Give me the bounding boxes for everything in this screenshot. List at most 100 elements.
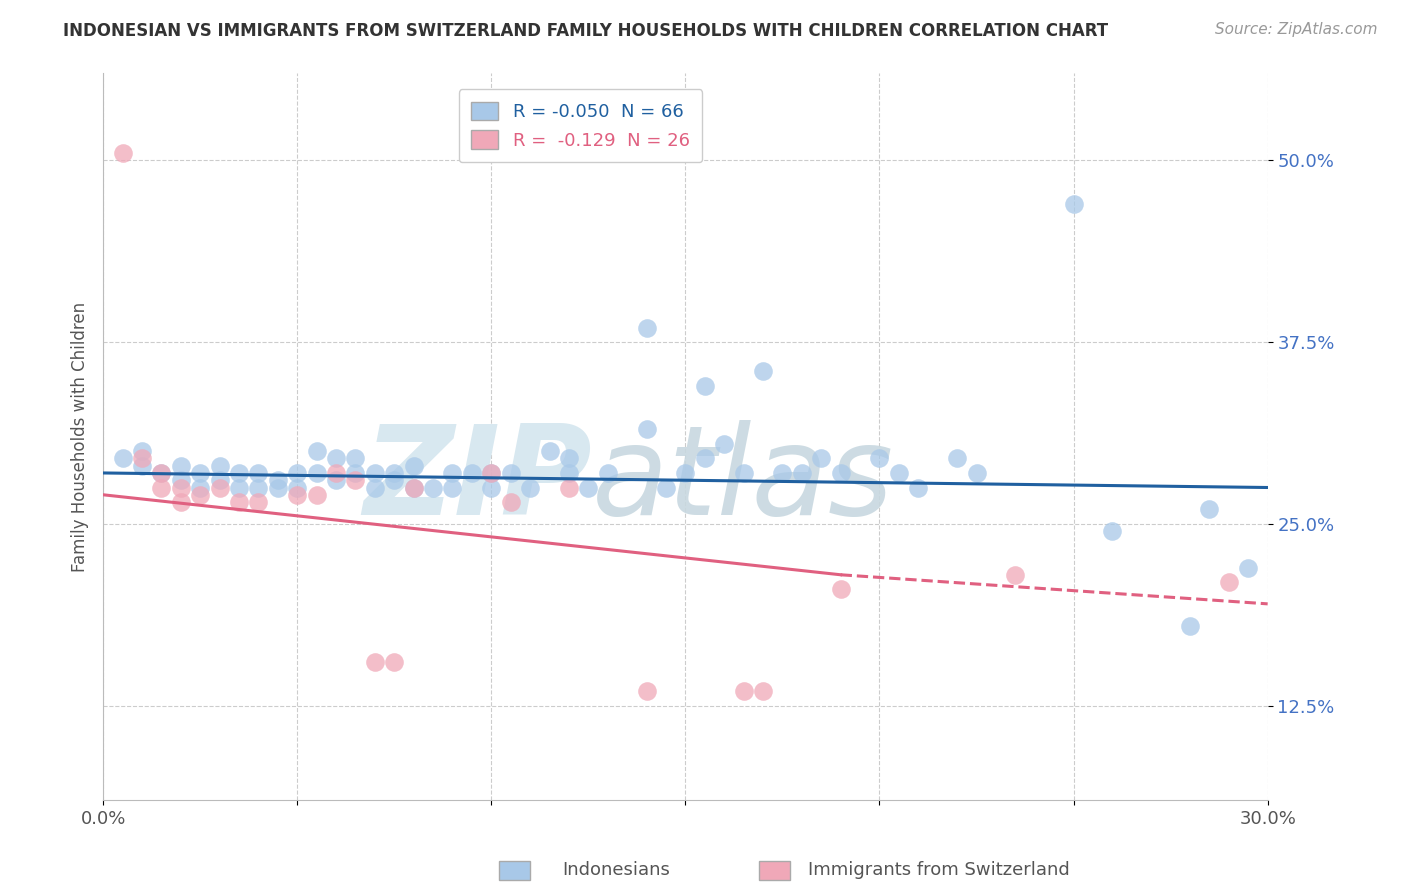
Point xyxy=(344,466,367,480)
Point xyxy=(170,481,193,495)
Point xyxy=(305,488,328,502)
Point xyxy=(869,451,891,466)
Text: atlas: atlas xyxy=(592,420,894,541)
Point xyxy=(247,466,270,480)
Point xyxy=(752,364,775,378)
Point xyxy=(946,451,969,466)
Point xyxy=(887,466,910,480)
Point xyxy=(830,466,852,480)
Point xyxy=(188,466,211,480)
Point xyxy=(538,444,561,458)
Point xyxy=(344,451,367,466)
Point xyxy=(228,495,250,509)
Y-axis label: Family Households with Children: Family Households with Children xyxy=(72,301,89,572)
Point xyxy=(1218,575,1240,590)
Point xyxy=(111,451,134,466)
Point xyxy=(285,488,308,502)
Point xyxy=(131,451,153,466)
Point xyxy=(519,481,541,495)
Point xyxy=(636,320,658,334)
Text: Indonesians: Indonesians xyxy=(562,861,671,879)
Point xyxy=(830,582,852,597)
Point xyxy=(441,466,464,480)
Point xyxy=(655,481,678,495)
Point xyxy=(267,473,290,487)
Point xyxy=(713,437,735,451)
Point xyxy=(382,473,405,487)
Point xyxy=(402,481,425,495)
Point xyxy=(285,466,308,480)
Point xyxy=(131,444,153,458)
Point xyxy=(810,451,832,466)
Point xyxy=(772,466,794,480)
Point xyxy=(907,481,929,495)
Point xyxy=(150,466,173,480)
Point xyxy=(636,422,658,436)
Point xyxy=(208,458,231,473)
Point xyxy=(1198,502,1220,516)
Point xyxy=(382,655,405,669)
Point xyxy=(422,481,444,495)
Point xyxy=(499,495,522,509)
Point xyxy=(1004,567,1026,582)
Point xyxy=(305,466,328,480)
Point xyxy=(325,451,347,466)
Point xyxy=(479,481,502,495)
Text: Immigrants from Switzerland: Immigrants from Switzerland xyxy=(808,861,1070,879)
Point xyxy=(382,466,405,480)
Point xyxy=(636,684,658,698)
Point xyxy=(790,466,813,480)
Point xyxy=(267,481,290,495)
Point xyxy=(596,466,619,480)
Point xyxy=(170,495,193,509)
Point xyxy=(364,655,387,669)
Point xyxy=(150,481,173,495)
Point xyxy=(208,481,231,495)
Legend: R = -0.050  N = 66, R =  -0.129  N = 26: R = -0.050 N = 66, R = -0.129 N = 26 xyxy=(458,89,703,162)
Point xyxy=(733,466,755,480)
Point xyxy=(305,444,328,458)
Point xyxy=(479,466,502,480)
Point xyxy=(558,451,581,466)
Point xyxy=(576,481,599,495)
Point xyxy=(131,458,153,473)
Point xyxy=(285,481,308,495)
Point xyxy=(402,458,425,473)
Point xyxy=(461,466,484,480)
Point xyxy=(325,473,347,487)
Point xyxy=(247,495,270,509)
Point xyxy=(558,481,581,495)
Point xyxy=(188,488,211,502)
Point xyxy=(364,466,387,480)
Point xyxy=(364,481,387,495)
Point xyxy=(344,473,367,487)
Point xyxy=(693,451,716,466)
Point xyxy=(1178,618,1201,632)
Point xyxy=(441,481,464,495)
Point xyxy=(558,466,581,480)
Text: ZIP: ZIP xyxy=(364,420,592,541)
Point xyxy=(499,466,522,480)
Point xyxy=(673,466,696,480)
Point xyxy=(693,378,716,392)
Point xyxy=(228,466,250,480)
Point xyxy=(966,466,988,480)
Point xyxy=(188,481,211,495)
Point xyxy=(752,684,775,698)
Point xyxy=(170,458,193,473)
Point xyxy=(325,466,347,480)
Point xyxy=(1237,560,1260,574)
Text: Source: ZipAtlas.com: Source: ZipAtlas.com xyxy=(1215,22,1378,37)
Point xyxy=(1101,524,1123,538)
Point xyxy=(228,481,250,495)
Point xyxy=(247,481,270,495)
Point xyxy=(402,481,425,495)
Text: INDONESIAN VS IMMIGRANTS FROM SWITZERLAND FAMILY HOUSEHOLDS WITH CHILDREN CORREL: INDONESIAN VS IMMIGRANTS FROM SWITZERLAN… xyxy=(63,22,1108,40)
Point xyxy=(170,473,193,487)
Point xyxy=(111,145,134,160)
Point xyxy=(733,684,755,698)
Point xyxy=(479,466,502,480)
Point xyxy=(208,473,231,487)
Point xyxy=(1063,197,1085,211)
Point xyxy=(150,466,173,480)
